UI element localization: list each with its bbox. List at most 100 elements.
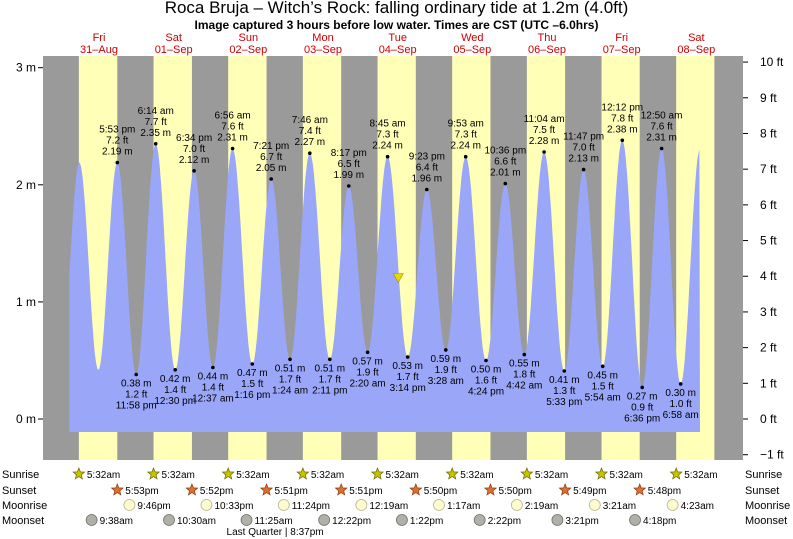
low-m-label: 0.55 m [509, 359, 540, 370]
high-time-label: 8:17 pm [331, 148, 367, 159]
y-tick-label-left: 3 m [16, 61, 36, 75]
tide-area [69, 140, 700, 432]
date-label: 01–Sep [155, 44, 193, 56]
low-tide-point [600, 364, 605, 369]
moonrise-icon [277, 499, 290, 511]
high-m-label: 2.24 m [372, 141, 403, 152]
low-tide-point [250, 362, 255, 366]
high-ft-label: 7.7 ft [145, 117, 167, 128]
moonset-icon [163, 514, 175, 526]
high-ft-label: 6.4 ft [416, 162, 438, 173]
low-tide-point [640, 385, 644, 390]
sunrise-time: 5:32am [236, 470, 269, 481]
high-m-label: 2.31 m [646, 133, 677, 144]
low-tide-point [134, 372, 138, 377]
moonrise-icon [433, 499, 445, 511]
low-m-label: 0.50 m [471, 364, 502, 375]
high-ft-label: 6.7 ft [260, 152, 282, 163]
sunrise-time: 5:32am [386, 470, 419, 481]
high-tide-point [153, 142, 158, 146]
low-m-label: 0.53 m [392, 361, 423, 372]
low-time-label: 12:37 am [192, 393, 234, 404]
sunrise-icon [221, 467, 235, 480]
low-time-label: 11:58 pm [116, 401, 157, 412]
high-m-label: 2.01 m [490, 168, 521, 179]
date-label: 03–Sep [304, 44, 342, 56]
moonrise-icon [200, 499, 213, 511]
low-m-label: 0.41 m [549, 375, 580, 386]
low-ft-label: 1.3 ft [553, 386, 575, 397]
tide-curve [69, 138, 700, 432]
low-tide-point [562, 369, 567, 373]
high-time-label: 11:04 am [524, 114, 565, 125]
y-tick-label-left: 1 m [16, 295, 36, 309]
low-ft-label: 1.9 ft [356, 367, 378, 378]
sunset-time: 5:50pm [424, 486, 457, 497]
low-tide-point [328, 357, 332, 362]
moonset-time: 10:30am [177, 516, 216, 527]
high-time-label: 8:45 am [369, 119, 405, 130]
sunrise-icon [370, 467, 385, 480]
low-ft-label: 1.4 ft [202, 382, 224, 393]
y-tick-label-right: 10 ft [760, 55, 784, 69]
y-tick-label-right: 3 ft [760, 305, 777, 319]
high-ft-label: 6.6 ft [494, 157, 516, 168]
y-tick-label-right: −1 ft [760, 448, 784, 462]
date-label: 06–Sep [528, 44, 566, 56]
y-tick-label-left: 0 m [16, 412, 36, 426]
sunset-icon [633, 483, 647, 496]
low-time-label: 12:30 pm [154, 396, 196, 407]
high-ft-label: 7.6 ft [221, 122, 243, 133]
date-label: 05–Sep [453, 44, 491, 56]
high-ft-label: 6.5 ft [338, 159, 360, 170]
low-time-label: 1:24 am [272, 385, 308, 396]
low-m-label: 0.47 m [237, 368, 268, 379]
y-tick-label-right: 5 ft [760, 234, 777, 248]
high-m-label: 1.96 m [412, 173, 443, 184]
row-label-right: Sunrise [745, 469, 782, 481]
high-m-label: 2.12 m [179, 155, 210, 166]
high-time-label: 7:46 am [292, 115, 328, 126]
low-ft-label: 1.5 ft [592, 381, 614, 392]
day-of-week-label: Sat [165, 32, 182, 44]
sunrise-icon [594, 467, 609, 480]
low-tide-point [405, 355, 410, 359]
high-ft-label: 7.3 ft [376, 130, 398, 141]
moonrise-icon [355, 499, 368, 511]
y-tick-label-right: 6 ft [760, 198, 777, 212]
high-time-label: 7:21 pm [253, 141, 289, 152]
sunset-time: 5:51pm [349, 486, 382, 497]
moonrise-icon [588, 499, 601, 511]
high-m-label: 2.24 m [450, 141, 481, 152]
date-label: 07–Sep [603, 44, 641, 56]
date-label: 02–Sep [229, 44, 267, 56]
high-time-label: 10:36 pm [484, 146, 526, 157]
day-of-week-label: Thu [538, 32, 557, 44]
moonset-time: 11:25am [255, 516, 293, 527]
day-of-week-label: Sun [239, 32, 259, 44]
chart-title: Roca Bruja – Witch’s Rock: falling ordin… [164, 0, 629, 17]
high-m-label: 2.28 m [529, 136, 560, 147]
moonset-icon [396, 514, 408, 526]
low-m-label: 0.51 m [314, 363, 345, 374]
high-m-label: 2.13 m [568, 154, 599, 165]
low-ft-label: 1.7 ft [279, 374, 301, 385]
high-m-label: 2.05 m [256, 163, 287, 174]
low-tide-point [678, 382, 683, 386]
low-ft-label: 1.9 ft [435, 365, 457, 376]
row-label-left: Sunrise [2, 469, 39, 481]
low-tide-point [522, 352, 527, 357]
high-time-label: 6:34 pm [176, 133, 212, 144]
moonrise-icon [123, 499, 136, 511]
sunrise-time: 5:32am [535, 470, 568, 481]
high-tide-point [620, 138, 625, 143]
chart-subtitle: Image captured 3 hours before low water.… [194, 18, 599, 32]
low-ft-label: 1.0 ft [670, 399, 692, 410]
low-ft-label: 1.5 ft [241, 379, 263, 390]
date-label: 08–Sep [677, 44, 715, 56]
sunrise-time: 5:32am [684, 470, 717, 481]
y-tick-label-right: 8 ft [760, 126, 777, 140]
moonset-time: 9:38am [100, 516, 133, 527]
low-tide-point [444, 348, 448, 352]
